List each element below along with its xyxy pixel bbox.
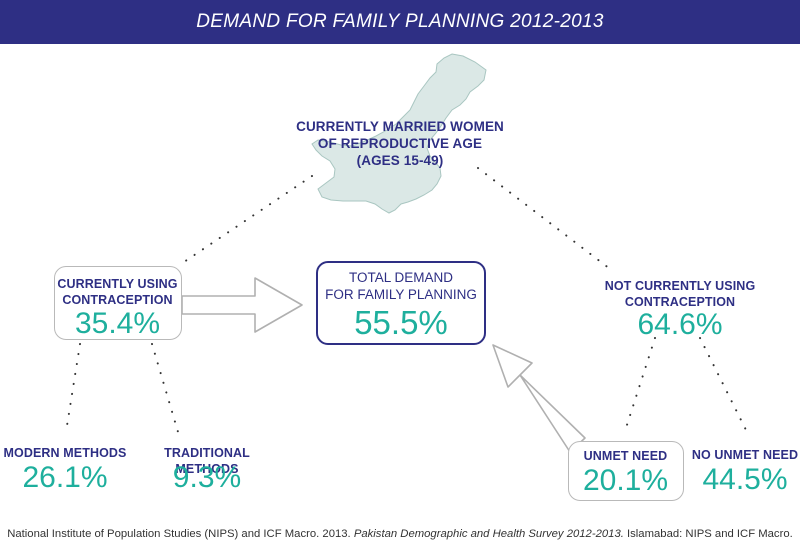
- unmet-need-label: UNMET NEED: [583, 449, 668, 463]
- total-demand-box: TOTAL DEMAND FOR FAMILY PLANNING 55.5%: [316, 261, 486, 345]
- currently-using-box: CURRENTLY USING CONTRACEPTION 35.4%: [54, 266, 182, 340]
- pakistan-map-icon: [311, 53, 487, 214]
- unmet-need-box: UNMET NEED 20.1%: [568, 441, 684, 501]
- connector-top-to-not-using: [477, 167, 615, 273]
- unmet-need-value: 20.1%: [582, 464, 669, 497]
- connector-not-using-to-no-unmet: [699, 337, 747, 431]
- not-using-label: NOT CURRENTLY USING CONTRACEPTION: [604, 279, 756, 309]
- married-women-label: CURRENTLY MARRIED WOMEN OF REPRODUCTIVE …: [296, 119, 504, 168]
- not-using-value: 64.6%: [637, 308, 723, 341]
- traditional-methods-value: 9.3%: [172, 461, 242, 494]
- currently-using-label: CURRENTLY USING CONTRACEPTION: [57, 277, 178, 307]
- connector-using-to-traditional: [151, 343, 179, 433]
- source-citation: National Institute of Population Studies…: [7, 528, 793, 540]
- currently-using-value: 35.4%: [74, 307, 161, 340]
- total-demand-value: 55.5%: [354, 304, 448, 341]
- connector-not-using-to-unmet: [625, 337, 656, 429]
- total-demand-label: TOTAL DEMAND FOR FAMILY PLANNING: [325, 270, 477, 302]
- traditional-methods-label: TRADITIONAL METHODS: [164, 446, 250, 476]
- title-banner: DEMAND FOR FAMILY PLANNING 2012-2013: [0, 0, 800, 44]
- modern-methods-label: MODERN METHODS: [3, 446, 127, 460]
- page-title: DEMAND FOR FAMILY PLANNING 2012-2013: [196, 11, 604, 32]
- no-unmet-need-value: 44.5%: [702, 463, 788, 496]
- modern-methods-value: 26.1%: [22, 461, 108, 494]
- connector-using-to-modern: [65, 343, 81, 433]
- connector-top-to-using: [177, 175, 313, 267]
- arrow-using-to-total: [181, 277, 303, 333]
- arrow-unmet-to-total: [492, 344, 586, 453]
- no-unmet-need-label: NO UNMET NEED: [691, 448, 799, 462]
